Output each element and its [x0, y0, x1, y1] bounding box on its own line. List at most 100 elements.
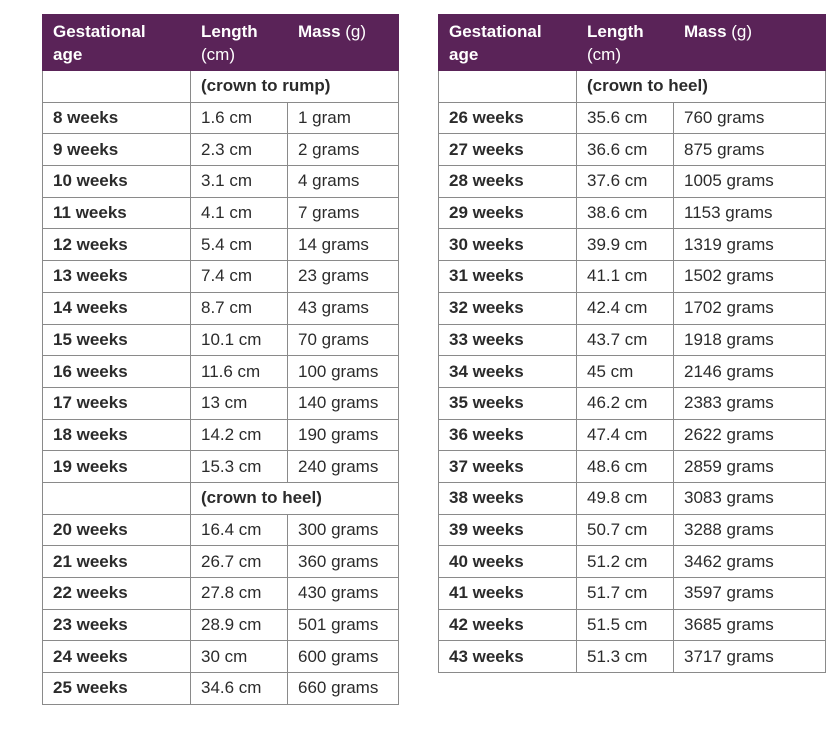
gestational-age-cell: 28 weeks — [438, 165, 577, 198]
gestational-age-cell: 18 weeks — [42, 418, 191, 452]
table-row: 30 weeks 39.9 cm 1319 grams — [438, 228, 826, 262]
mass-cell: 3083 grams — [673, 481, 826, 515]
mass-cell: 1702 grams — [673, 291, 826, 325]
mass-cell: 2 grams — [287, 133, 399, 167]
mass-cell: 300 grams — [287, 513, 399, 547]
length-cell: 3.1 cm — [190, 165, 288, 198]
table-row: 22 weeks 27.8 cm 430 grams — [42, 577, 399, 610]
table-row: 28 weeks 37.6 cm 1005 grams — [438, 165, 826, 198]
table-row: 38 weeks 49.8 cm 3083 grams — [438, 481, 826, 515]
fetal-growth-table-left: Gestational age Length (cm) Mass (g) (crow… — [42, 14, 399, 705]
length-cell: 43.7 cm — [576, 323, 674, 357]
table-header: Gestational age Length (cm) Mass (g) — [42, 14, 399, 71]
length-cell: 39.9 cm — [576, 228, 674, 262]
measurement-note-row: (crown to heel) — [438, 70, 826, 103]
mass-cell: 1502 grams — [673, 260, 826, 293]
mass-cell: 2859 grams — [673, 450, 826, 483]
length-cell: 5.4 cm — [190, 228, 288, 262]
gestational-age-cell: 30 weeks — [438, 228, 577, 262]
table-row: 37 weeks 48.6 cm 2859 grams — [438, 450, 826, 483]
table-row: 29 weeks 38.6 cm 1153 grams — [438, 196, 826, 230]
table-row: 32 weeks 42.4 cm 1702 grams — [438, 291, 826, 325]
gestational-age-cell: 13 weeks — [42, 260, 191, 293]
length-cell: 38.6 cm — [576, 196, 674, 230]
table-row: 12 weeks 5.4 cm 14 grams — [42, 228, 399, 262]
mass-cell: 2146 grams — [673, 355, 826, 388]
table-body: (crown to heel) 26 weeks 35.6 cm 760 grams 2… — [438, 70, 826, 674]
gestational-age-cell: 25 weeks — [42, 672, 191, 705]
length-cell: 51.7 cm — [576, 577, 674, 610]
mass-cell: 1319 grams — [673, 228, 826, 262]
gestational-age-cell: 31 weeks — [438, 260, 577, 293]
gestational-age-cell: 26 weeks — [438, 101, 577, 135]
mass-cell: 3462 grams — [673, 545, 826, 578]
gestational-age-cell: 35 weeks — [438, 386, 577, 420]
gestational-age-cell: 8 weeks — [42, 101, 191, 135]
table-row: 36 weeks 47.4 cm 2622 grams — [438, 418, 826, 452]
table-row: 11 weeks 4.1 cm 7 grams — [42, 196, 399, 230]
gestational-age-cell: 22 weeks — [42, 577, 191, 610]
mass-cell: 430 grams — [287, 577, 399, 610]
mass-cell: 3717 grams — [673, 640, 826, 674]
gestational-age-cell: 12 weeks — [42, 228, 191, 262]
length-cell: 51.3 cm — [576, 640, 674, 674]
length-cell: 13 cm — [190, 386, 288, 420]
gestational-age-cell: 10 weeks — [42, 165, 191, 198]
table-row: 9 weeks 2.3 cm 2 grams — [42, 133, 399, 167]
table-row: 16 weeks 11.6 cm 100 grams — [42, 355, 399, 388]
length-cell: 34.6 cm — [190, 672, 288, 705]
mass-cell: 4 grams — [287, 165, 399, 198]
table-row: 8 weeks 1.6 cm 1 gram — [42, 101, 399, 135]
gestational-age-cell: 16 weeks — [42, 355, 191, 388]
mass-cell: 100 grams — [287, 355, 399, 388]
gestational-age-cell: 43 weeks — [438, 640, 577, 674]
gestational-age-cell: 34 weeks — [438, 355, 577, 388]
mass-cell: 501 grams — [287, 608, 399, 642]
table-row: 43 weeks 51.3 cm 3717 grams — [438, 640, 826, 674]
gestational-age-cell: 29 weeks — [438, 196, 577, 230]
gestational-age-cell: 36 weeks — [438, 418, 577, 452]
length-cell: 42.4 cm — [576, 291, 674, 325]
length-cell: 51.5 cm — [576, 608, 674, 642]
table-row: 20 weeks 16.4 cm 300 grams — [42, 513, 399, 547]
length-cell: 14.2 cm — [190, 418, 288, 452]
mass-cell: 3288 grams — [673, 513, 826, 547]
empty-cell — [42, 481, 191, 515]
mass-cell: 140 grams — [287, 386, 399, 420]
mass-cell: 1153 grams — [673, 196, 826, 230]
length-cell: 50.7 cm — [576, 513, 674, 547]
measurement-note-row: (crown to heel) — [42, 481, 399, 515]
table-row: 42 weeks 51.5 cm 3685 grams — [438, 608, 826, 642]
length-cell: 15.3 cm — [190, 450, 288, 483]
measurement-note-row: (crown to rump) — [42, 70, 399, 103]
fetal-growth-table-right: Gestational age Length (cm) Mass (g) (crow… — [438, 14, 826, 674]
length-cell: 10.1 cm — [190, 323, 288, 357]
gestational-age-cell: 33 weeks — [438, 323, 577, 357]
table-row: 14 weeks 8.7 cm 43 grams — [42, 291, 399, 325]
gestational-age-cell: 17 weeks — [42, 386, 191, 420]
mass-cell: 240 grams — [287, 450, 399, 483]
mass-cell: 43 grams — [287, 291, 399, 325]
table-row: 21 weeks 26.7 cm 360 grams — [42, 545, 399, 578]
table-row: 25 weeks 34.6 cm 660 grams — [42, 672, 399, 705]
table-body: (crown to rump) 8 weeks 1.6 cm 1 gram 9 week… — [42, 70, 399, 705]
mass-cell: 70 grams — [287, 323, 399, 357]
gestational-age-cell: 9 weeks — [42, 133, 191, 167]
length-cell: 16.4 cm — [190, 513, 288, 547]
length-cell: 48.6 cm — [576, 450, 674, 483]
mass-cell: 7 grams — [287, 196, 399, 230]
table-row: 26 weeks 35.6 cm 760 grams — [438, 101, 826, 135]
measurement-note: (crown to rump) — [190, 70, 399, 103]
gestational-age-cell: 32 weeks — [438, 291, 577, 325]
length-cell: 4.1 cm — [190, 196, 288, 230]
table-row: 24 weeks 30 cm 600 grams — [42, 640, 399, 674]
length-cell: 49.8 cm — [576, 481, 674, 515]
header-length: Length (cm) — [576, 14, 674, 71]
mass-cell: 600 grams — [287, 640, 399, 674]
header-gestational-age: Gestational age — [438, 14, 577, 71]
gestational-age-cell: 19 weeks — [42, 450, 191, 483]
table-row: 40 weeks 51.2 cm 3462 grams — [438, 545, 826, 578]
length-cell: 45 cm — [576, 355, 674, 388]
gestational-age-cell: 21 weeks — [42, 545, 191, 578]
table-row: 23 weeks 28.9 cm 501 grams — [42, 608, 399, 642]
